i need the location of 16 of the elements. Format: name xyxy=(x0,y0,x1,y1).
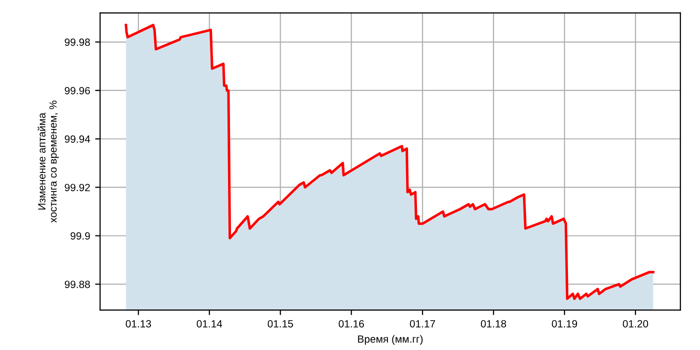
y-tick-label: 99.88 xyxy=(64,280,90,288)
y-tick-label: 99.9 xyxy=(70,232,90,240)
x-tick-label: 01.20 xyxy=(622,320,648,328)
x-tick-label: 01.19 xyxy=(552,320,578,328)
y-tick-label: 99.94 xyxy=(64,135,90,143)
x-tick-label: 01.16 xyxy=(338,320,364,328)
x-axis-title: Время (мм.гг) xyxy=(358,335,423,345)
x-tick-label: 01.15 xyxy=(268,320,293,328)
x-tick-label: 01.17 xyxy=(410,320,436,328)
x-tick-label: 01.18 xyxy=(480,320,506,328)
x-tick-label: 01.14 xyxy=(196,320,222,328)
y-axis-title: Изменение аптайма хостинга со временем, % xyxy=(38,100,59,223)
y-tick-label: 99.96 xyxy=(64,86,90,94)
x-tick-label: 01.13 xyxy=(126,320,151,328)
y-tick-label: 99.92 xyxy=(64,184,90,192)
y-tick-label: 99.98 xyxy=(64,38,90,46)
